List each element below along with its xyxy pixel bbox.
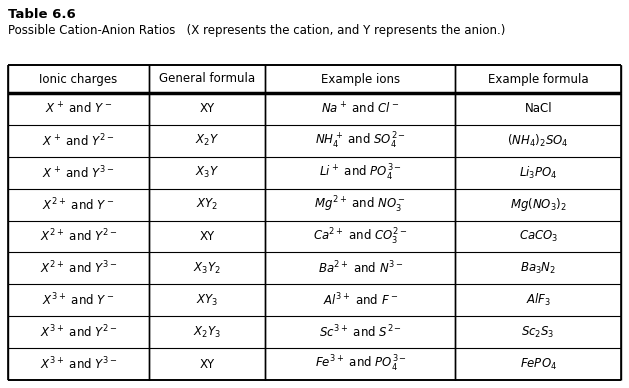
Text: $Li^+$ and $PO_4^{3-}$: $Li^+$ and $PO_4^{3-}$ — [319, 163, 402, 183]
Text: $Ba^{2+}$ and $N^{3-}$: $Ba^{2+}$ and $N^{3-}$ — [318, 260, 403, 277]
Text: $Mg^{2+}$ and $NO_3^-$: $Mg^{2+}$ and $NO_3^-$ — [314, 194, 406, 215]
Text: $Sc^{3+}$ and $S^{2-}$: $Sc^{3+}$ and $S^{2-}$ — [319, 324, 402, 340]
Text: XY: XY — [199, 102, 214, 116]
Text: General formula: General formula — [159, 73, 255, 85]
Text: Ionic charges: Ionic charges — [40, 73, 118, 85]
Text: $(NH_4)_2SO_4$: $(NH_4)_2SO_4$ — [508, 133, 569, 149]
Text: $Sc_2S_3$: $Sc_2S_3$ — [521, 325, 555, 340]
Text: $Mg(NO_3)_2$: $Mg(NO_3)_2$ — [509, 196, 567, 213]
Text: $X^{3+}$ and $Y^-$: $X^{3+}$ and $Y^-$ — [42, 292, 114, 308]
Text: $X^{3+}$ and $Y^{2-}$: $X^{3+}$ and $Y^{2-}$ — [40, 324, 117, 340]
Text: $Fe^{3+}$ and $PO_4^{3-}$: $Fe^{3+}$ and $PO_4^{3-}$ — [314, 354, 406, 374]
Text: $CaCO_3$: $CaCO_3$ — [518, 229, 558, 244]
Text: NaCl: NaCl — [525, 102, 552, 116]
Text: $XY_3$: $XY_3$ — [196, 293, 218, 308]
Text: XY: XY — [199, 230, 214, 243]
Text: $FePO_4$: $FePO_4$ — [520, 357, 557, 372]
Text: $Ba_3N_2$: $Ba_3N_2$ — [520, 261, 556, 276]
Text: $Na^+$ and $Cl^-$: $Na^+$ and $Cl^-$ — [321, 101, 400, 117]
Text: $X^{2+}$ and $Y^{2-}$: $X^{2+}$ and $Y^{2-}$ — [40, 228, 117, 245]
Text: $Ca^{2+}$ and $CO_3^{2-}$: $Ca^{2+}$ and $CO_3^{2-}$ — [313, 227, 408, 246]
Text: $Li_3PO_4$: $Li_3PO_4$ — [519, 165, 557, 181]
Text: $XY_2$: $XY_2$ — [196, 197, 218, 212]
Text: $X^+$ and $Y^{2-}$: $X^+$ and $Y^{2-}$ — [42, 133, 114, 149]
Text: $AlF_3$: $AlF_3$ — [526, 292, 551, 308]
Text: Example formula: Example formula — [488, 73, 589, 85]
Text: $X^{3+}$ and $Y^{3-}$: $X^{3+}$ and $Y^{3-}$ — [40, 356, 117, 372]
Text: $X_2Y_3$: $X_2Y_3$ — [193, 325, 221, 340]
Text: $X_2Y$: $X_2Y$ — [195, 133, 220, 148]
Text: $X^+$ and $Y^-$: $X^+$ and $Y^-$ — [45, 101, 112, 117]
Text: $Al^{3+}$ and $F^-$: $Al^{3+}$ and $F^-$ — [323, 292, 398, 308]
Text: $X_3Y_2$: $X_3Y_2$ — [193, 261, 221, 276]
Text: $X^{2+}$ and $Y^{3-}$: $X^{2+}$ and $Y^{3-}$ — [40, 260, 117, 277]
Text: $X^+$ and $Y^{3-}$: $X^+$ and $Y^{3-}$ — [42, 165, 114, 181]
Text: Table 6.6: Table 6.6 — [8, 8, 75, 21]
Text: Possible Cation-Anion Ratios   (X represents the cation, and Y represents the an: Possible Cation-Anion Ratios (X represen… — [8, 24, 505, 37]
Text: $X^{2+}$ and $Y^-$: $X^{2+}$ and $Y^-$ — [42, 196, 114, 213]
Text: Example ions: Example ions — [321, 73, 400, 85]
Text: $X_3Y$: $X_3Y$ — [195, 165, 220, 180]
Text: $NH_4^+$ and $SO_4^{2-}$: $NH_4^+$ and $SO_4^{2-}$ — [315, 131, 406, 151]
Text: XY: XY — [199, 358, 214, 371]
